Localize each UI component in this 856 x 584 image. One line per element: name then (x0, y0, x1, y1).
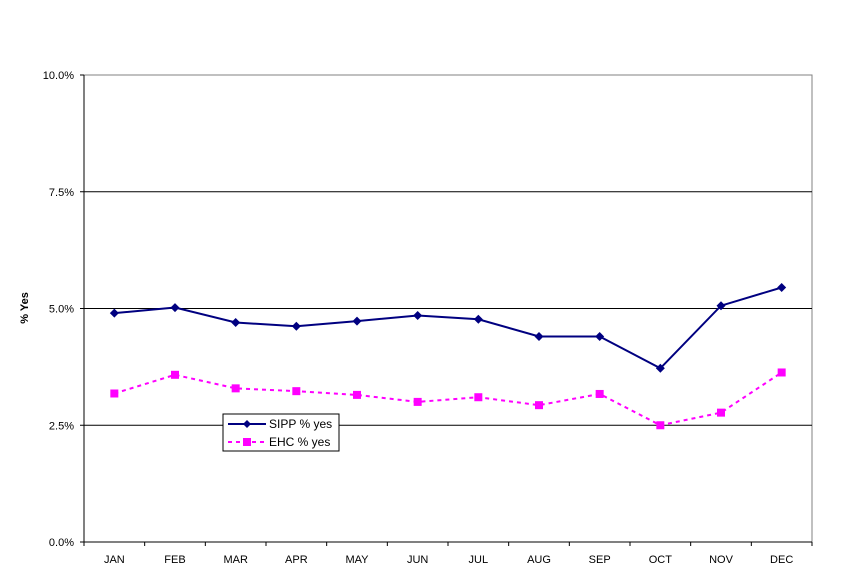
legend-label-sipp: SIPP % yes (269, 417, 332, 431)
data-point-1 (110, 389, 119, 398)
y-tick-label: 5.0% (49, 304, 74, 316)
x-tick-label: NOV (709, 554, 734, 566)
x-tick-label: DEC (770, 554, 793, 566)
data-point-1 (171, 370, 179, 379)
data-point-0 (595, 332, 605, 342)
x-tick-label: JUN (407, 554, 428, 566)
x-tick-label: JAN (104, 554, 125, 566)
legend-marker-sipp (243, 420, 251, 428)
x-tick-label: SEP (589, 554, 611, 566)
data-point-0 (655, 363, 665, 373)
data-point-0 (534, 332, 544, 342)
data-point-1 (353, 390, 361, 399)
y-axis-label: % Yes (19, 292, 31, 324)
data-point-1 (656, 421, 665, 430)
data-point-1 (231, 384, 240, 393)
data-point-0 (109, 308, 119, 318)
data-point-0 (352, 316, 362, 326)
data-point-0 (716, 301, 726, 311)
y-tick-label: 2.5% (49, 420, 74, 432)
data-point-0 (231, 318, 241, 328)
x-tick-label: MAR (223, 554, 248, 566)
y-axis-ticks: 0.0% 2.5% 5.0% 7.5% 10.0% (43, 70, 85, 549)
data-point-1 (777, 368, 786, 377)
x-tick-label: JUL (469, 554, 489, 566)
data-point-1 (292, 387, 301, 396)
legend-box (222, 413, 340, 452)
legend-label-ehc: EHC % yes (269, 435, 330, 449)
x-tick-label: OCT (649, 554, 673, 566)
data-point-0 (777, 282, 787, 292)
data-point-1 (717, 408, 725, 417)
gridlines (84, 191, 812, 426)
legend: SIPP % yes EHC % yes (222, 413, 340, 452)
y-tick-label: 10.0% (43, 70, 74, 82)
series-line-0 (114, 286, 782, 370)
series-group (109, 282, 787, 430)
data-point-0 (291, 321, 301, 331)
data-point-0 (473, 314, 483, 324)
data-point-1 (413, 397, 422, 406)
x-tick-label: FEB (164, 554, 185, 566)
data-point-1 (474, 393, 483, 402)
y-tick-label: 7.5% (49, 187, 74, 199)
data-point-1 (535, 401, 543, 410)
data-point-1 (595, 389, 604, 398)
x-tick-label: MAY (345, 554, 369, 566)
data-point-0 (170, 303, 180, 313)
legend-marker-ehc (243, 438, 251, 446)
x-axis-ticks: JAN FEB MAR APR MAY JUN JUL AUG SEP OCT NOV DEC (83, 541, 813, 566)
data-point-0 (413, 311, 423, 321)
x-tick-label: APR (285, 554, 308, 566)
series-line-1 (114, 371, 783, 427)
y-tick-label: 0.0% (49, 537, 74, 549)
x-tick-label: AUG (527, 554, 551, 566)
